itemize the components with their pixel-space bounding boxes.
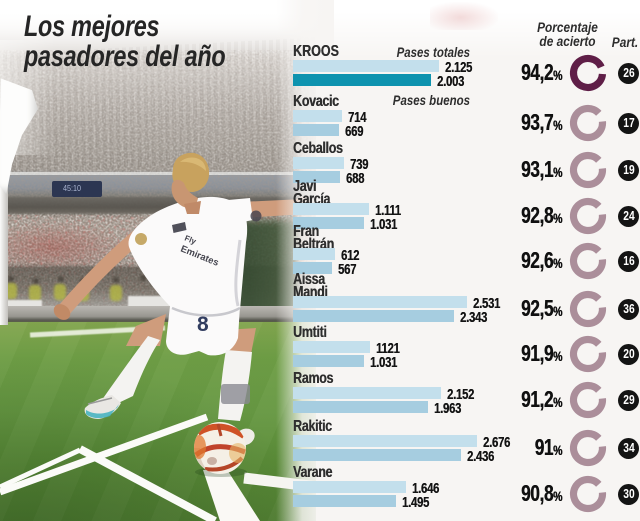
svg-text:8: 8 [197, 313, 209, 336]
svg-text:Fly: Fly [183, 234, 198, 247]
